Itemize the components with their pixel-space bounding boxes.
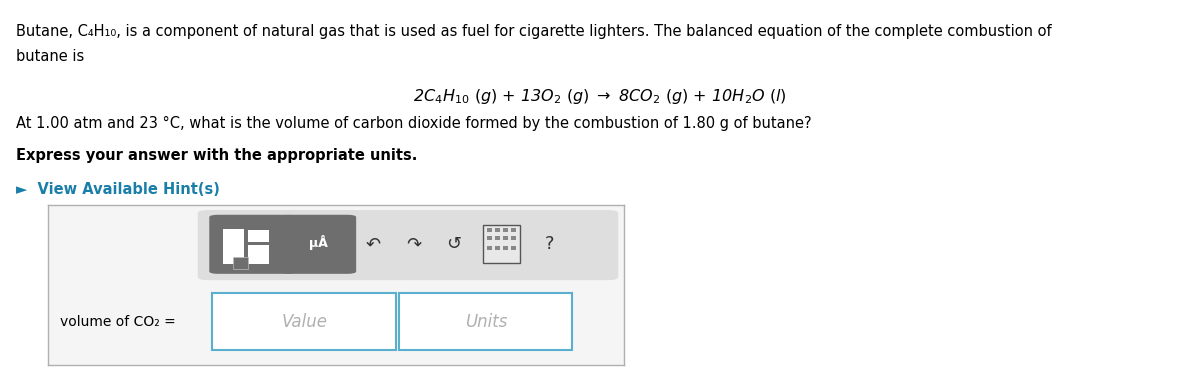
Bar <box>222 229 245 264</box>
Bar <box>400 293 572 350</box>
Text: Butane, C₄H₁₀, is a component of natural gas that is used as fuel for cigarette : Butane, C₄H₁₀, is a component of natural… <box>16 24 1051 38</box>
Bar <box>494 246 499 250</box>
Text: ↶: ↶ <box>366 235 382 253</box>
Bar <box>511 236 516 240</box>
FancyBboxPatch shape <box>209 215 295 274</box>
Text: Units: Units <box>464 313 506 331</box>
Bar <box>503 236 508 240</box>
Text: ↷: ↷ <box>406 235 421 253</box>
FancyBboxPatch shape <box>281 215 356 274</box>
Text: 2C$_4$H$_{10}$ $(g)$ + 13O$_2$ $(g)$ $\rightarrow$ 8CO$_2$ $(g)$ + 10H$_2$O $(l): 2C$_4$H$_{10}$ $(g)$ + 13O$_2$ $(g)$ $\r… <box>413 87 787 106</box>
Bar <box>487 246 492 250</box>
Bar <box>494 236 499 240</box>
Text: ?: ? <box>545 235 554 253</box>
Bar <box>511 246 516 250</box>
Text: Value: Value <box>281 313 328 331</box>
Bar <box>511 228 516 232</box>
FancyBboxPatch shape <box>198 210 618 280</box>
Text: ↺: ↺ <box>446 235 462 253</box>
Text: Express your answer with the appropriate units.: Express your answer with the appropriate… <box>16 148 416 163</box>
Bar <box>212 293 396 350</box>
Bar <box>248 245 269 264</box>
Text: ►  View Available Hint(s): ► View Available Hint(s) <box>16 182 220 197</box>
Bar <box>503 228 508 232</box>
Bar <box>487 228 492 232</box>
Bar <box>487 236 492 240</box>
Text: At 1.00 atm and 23 °C, what is the volume of carbon dioxide formed by the combus: At 1.00 atm and 23 °C, what is the volum… <box>16 116 811 131</box>
Text: μÅ: μÅ <box>310 235 328 250</box>
Text: butane is: butane is <box>16 49 84 64</box>
Bar <box>248 230 269 242</box>
Bar <box>482 225 521 263</box>
Bar <box>494 228 499 232</box>
Bar <box>234 257 248 269</box>
Bar <box>503 246 508 250</box>
Text: volume of CO₂ =: volume of CO₂ = <box>60 315 175 329</box>
